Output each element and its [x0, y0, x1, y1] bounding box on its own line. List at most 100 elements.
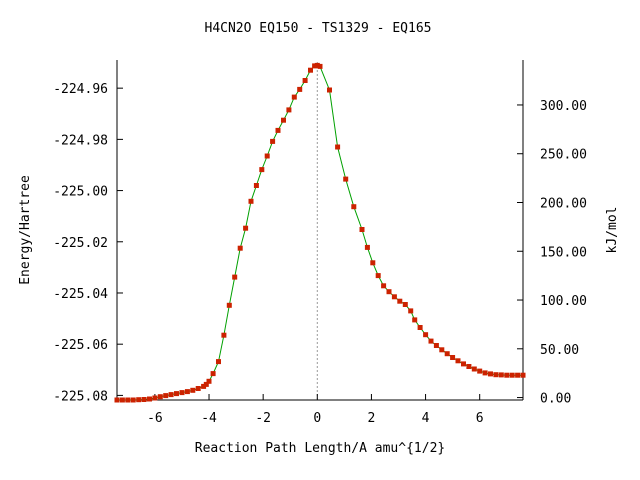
data-point [291, 94, 297, 100]
data-point [297, 86, 303, 92]
data-point [174, 391, 179, 397]
x-tick-label: -4 [201, 411, 217, 426]
y2-tick-label: 100.00 [540, 294, 587, 309]
data-point [402, 302, 408, 307]
data-point [237, 245, 243, 251]
data-point [428, 338, 434, 344]
x-tick-label: 4 [422, 411, 430, 426]
data-point [477, 368, 483, 374]
y-axis-right: 0.00 50.00 100.00 150.00 200.00 250.00 300.00 [517, 99, 587, 407]
data-point [423, 332, 429, 338]
data-point [206, 378, 212, 384]
y-tick-label: -225.06 [53, 338, 108, 353]
data-point [163, 393, 169, 399]
y-tick-label: -224.96 [53, 82, 108, 97]
y-tick-label: -225.04 [53, 287, 108, 302]
data-point [308, 67, 313, 73]
data-point [412, 317, 418, 323]
data-point [226, 302, 232, 308]
data-point [114, 397, 120, 403]
y2-tick-label: 200.00 [540, 196, 587, 211]
data-point [375, 273, 381, 279]
data-point [264, 153, 270, 159]
data-point [232, 274, 238, 280]
data-point [488, 371, 493, 377]
data-point [152, 395, 158, 401]
data-point [370, 260, 376, 266]
y2-tick-label: 300.00 [540, 99, 587, 114]
data-point [391, 294, 397, 300]
y2-tick-label: 250.00 [540, 148, 587, 163]
data-point [327, 87, 332, 93]
data-point [270, 138, 276, 144]
data-point [147, 396, 152, 402]
y2-tick-label: 0.00 [540, 392, 571, 407]
data-point [190, 387, 196, 393]
data-point [314, 62, 320, 68]
data-point [386, 289, 392, 295]
data-point-markers [114, 62, 526, 403]
y2-tick-label: 150.00 [540, 245, 587, 260]
y-axis-left: -224.96 -224.98 -225.00 -225.02 -225.04 -225.… [53, 82, 123, 404]
data-point [359, 227, 365, 232]
data-point [119, 397, 125, 403]
data-point [343, 176, 349, 182]
x-axis-label: Reaction Path Length/A amu^{1/2} [195, 441, 445, 456]
data-point [203, 381, 209, 387]
data-point [275, 127, 281, 133]
data-point [141, 397, 147, 402]
data-point [248, 198, 254, 204]
data-point [259, 167, 265, 173]
data-point [408, 308, 414, 314]
data-point [157, 394, 163, 400]
data-point [281, 117, 286, 123]
data-point [471, 366, 477, 372]
data-point [504, 372, 510, 378]
data-point [253, 183, 259, 188]
data-point [461, 361, 466, 367]
data-point [317, 63, 323, 69]
data-point [450, 355, 456, 360]
data-point [216, 359, 221, 365]
data-point [364, 244, 370, 250]
data-point [312, 63, 318, 69]
y-tick-label: -225.02 [53, 236, 108, 251]
x-tick-label: 6 [476, 411, 484, 426]
y2-axis-label: kJ/mol [605, 207, 620, 254]
data-point [439, 347, 445, 353]
data-point [397, 298, 403, 304]
data-point [201, 383, 207, 389]
data-point [195, 386, 201, 391]
data-point [466, 364, 472, 369]
data-point [286, 107, 292, 113]
chart-title: H4CN2O EQ150 - TS1329 - EQ165 [205, 21, 432, 36]
data-point [417, 325, 423, 330]
y-tick-label: -224.98 [53, 133, 108, 148]
y-axis-label: Energy/Hartree [18, 175, 33, 285]
data-point [515, 372, 521, 378]
data-point [210, 371, 216, 377]
data-point [351, 204, 357, 210]
data-point [498, 372, 504, 378]
x-axis: -6 -4 -2 0 2 4 6 [147, 394, 484, 426]
data-point [136, 397, 142, 403]
data-point [509, 372, 515, 378]
x-tick-label: -6 [147, 411, 163, 426]
data-point [335, 144, 341, 150]
data-point [433, 343, 439, 348]
data-point [302, 78, 308, 83]
data-point [444, 351, 450, 357]
data-point [125, 397, 131, 403]
x-tick-label: 0 [313, 411, 321, 426]
data-point [455, 358, 461, 364]
data-point [520, 372, 526, 378]
data-point [381, 283, 387, 289]
x-tick-label: -2 [255, 411, 271, 426]
data-point [179, 390, 185, 396]
data-point [130, 397, 136, 403]
data-point [168, 392, 174, 398]
data-point [493, 372, 499, 378]
data-point [482, 370, 488, 376]
y2-tick-label: 50.00 [540, 343, 579, 358]
